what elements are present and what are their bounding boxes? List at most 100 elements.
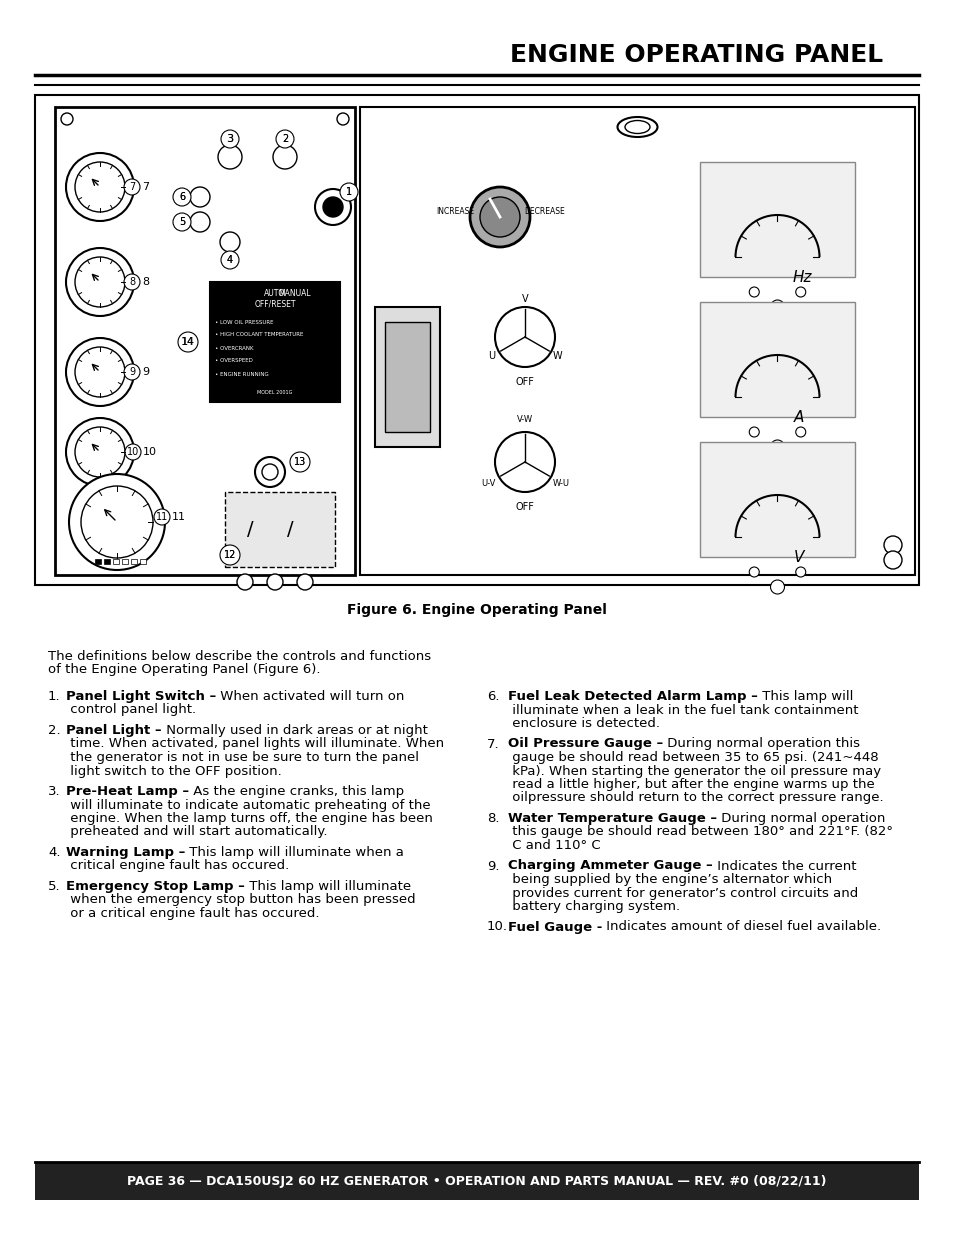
Bar [35, 95, 918, 585]
Text: 9.: 9. [486, 860, 499, 872]
Text: 6: 6 [179, 191, 185, 203]
Text: 13: 13 [294, 457, 306, 467]
Text: 5: 5 [178, 217, 185, 227]
Circle shape [220, 545, 240, 564]
Text: OFF/RESET: OFF/RESET [254, 300, 295, 309]
Text: 4.: 4. [48, 846, 60, 860]
Text: 11: 11 [172, 513, 186, 522]
Circle shape [66, 153, 133, 221]
Text: time. When activated, panel lights will illuminate. When: time. When activated, panel lights will … [66, 737, 444, 751]
Text: 3: 3 [226, 135, 233, 144]
Text: this gauge be should read between 180° and 221°F. (82°: this gauge be should read between 180° a… [507, 825, 892, 839]
Circle shape [323, 198, 343, 217]
Circle shape [495, 432, 555, 492]
Circle shape [748, 567, 759, 577]
Circle shape [66, 248, 133, 316]
Text: Warning Lamp –: Warning Lamp – [66, 846, 185, 860]
Text: • OVERCRANK: • OVERCRANK [214, 346, 253, 351]
Text: ENGINE OPERATING PANEL: ENGINE OPERATING PANEL [509, 43, 882, 67]
Circle shape [172, 188, 191, 206]
Circle shape [81, 487, 152, 558]
Text: or a critical engine fault has occured.: or a critical engine fault has occured. [66, 906, 319, 920]
Bar [385, 322, 430, 432]
Text: Panel Light Switch –: Panel Light Switch – [66, 690, 216, 703]
Circle shape [314, 189, 351, 225]
Text: 6.: 6. [486, 690, 499, 703]
Text: During normal operation this: During normal operation this [662, 737, 860, 751]
Circle shape [124, 179, 140, 195]
Bar [359, 107, 914, 576]
Circle shape [748, 287, 759, 296]
Circle shape [66, 417, 133, 487]
Bar [95, 559, 101, 564]
Text: During normal operation: During normal operation [717, 811, 884, 825]
Text: when the emergency stop button has been pressed: when the emergency stop button has been … [66, 893, 416, 906]
Text: preheated and will start automatically.: preheated and will start automatically. [66, 825, 327, 839]
Text: This lamp will: This lamp will [757, 690, 852, 703]
Text: 3: 3 [227, 135, 233, 144]
Circle shape [770, 300, 783, 314]
Ellipse shape [624, 121, 649, 133]
Text: • OVERSPEED: • OVERSPEED [214, 358, 253, 363]
Text: U-V: U-V [481, 478, 496, 488]
Text: DECREASE: DECREASE [524, 207, 565, 216]
Text: /: / [247, 520, 253, 538]
Text: will illuminate to indicate automatic preheating of the: will illuminate to indicate automatic pr… [66, 799, 430, 811]
Text: V-W: V-W [517, 415, 533, 425]
Bar [700, 303, 854, 417]
Circle shape [220, 232, 240, 252]
Text: battery charging system.: battery charging system. [507, 900, 679, 913]
Circle shape [66, 338, 133, 406]
Text: 4: 4 [227, 254, 233, 266]
Circle shape [290, 452, 310, 472]
Circle shape [770, 580, 783, 594]
Text: 2.: 2. [48, 724, 61, 737]
Text: kPa). When starting the generator the oil pressure may: kPa). When starting the generator the oi… [507, 764, 881, 778]
Text: The definitions below describe the controls and functions: The definitions below describe the contr… [48, 650, 431, 663]
Text: C and 110° C: C and 110° C [507, 839, 600, 852]
Circle shape [75, 347, 125, 396]
Text: PAGE 36 — DCA150USJ2 60 HZ GENERATOR • OPERATION AND PARTS MANUAL — REV. #0 (08/: PAGE 36 — DCA150USJ2 60 HZ GENERATOR • O… [127, 1174, 826, 1188]
Text: When activated will turn on: When activated will turn on [216, 690, 404, 703]
Text: of the Engine Operating Panel (Figure 6).: of the Engine Operating Panel (Figure 6)… [48, 663, 320, 677]
Text: A: A [794, 410, 803, 425]
Circle shape [479, 198, 519, 237]
Text: 10: 10 [127, 447, 139, 457]
Circle shape [748, 427, 759, 437]
Text: Pre-Heat Lamp –: Pre-Heat Lamp – [66, 785, 189, 798]
Text: 1.: 1. [48, 690, 61, 703]
Circle shape [770, 440, 783, 454]
Text: This lamp will illuminate when a: This lamp will illuminate when a [185, 846, 404, 860]
Circle shape [61, 112, 73, 125]
Text: 2: 2 [281, 135, 288, 144]
Circle shape [795, 287, 805, 296]
Text: engine. When the lamp turns off, the engine has been: engine. When the lamp turns off, the eng… [66, 811, 433, 825]
Bar [35, 1162, 918, 1200]
Text: INCREASE: INCREASE [436, 207, 474, 216]
Text: illuminate when a leak in the fuel tank containment: illuminate when a leak in the fuel tank … [507, 704, 858, 716]
Text: • HIGH COOLANT TEMPERATURE: • HIGH COOLANT TEMPERATURE [214, 332, 303, 337]
Circle shape [795, 567, 805, 577]
Text: 3.: 3. [48, 785, 61, 798]
Circle shape [236, 574, 253, 590]
Bar [140, 559, 146, 564]
Text: 9: 9 [142, 367, 149, 377]
Text: W: W [553, 351, 562, 361]
Circle shape [883, 536, 901, 555]
Text: MODEL 2001G: MODEL 2001G [257, 389, 293, 394]
Circle shape [75, 162, 125, 212]
Circle shape [470, 186, 530, 247]
Text: AUTO: AUTO [264, 289, 285, 299]
Bar [112, 559, 119, 564]
Circle shape [336, 112, 349, 125]
Circle shape [178, 332, 198, 352]
Text: Fuel Leak Detected Alarm Lamp –: Fuel Leak Detected Alarm Lamp – [507, 690, 757, 703]
Circle shape [69, 474, 165, 571]
Text: As the engine cranks, this lamp: As the engine cranks, this lamp [189, 785, 404, 798]
Text: MANUAL: MANUAL [278, 289, 311, 299]
Text: Fuel Gauge -: Fuel Gauge - [507, 920, 601, 934]
Text: OFF: OFF [515, 377, 534, 387]
Circle shape [124, 274, 140, 290]
Text: Figure 6. Engine Operating Panel: Figure 6. Engine Operating Panel [347, 603, 606, 618]
Bar [700, 162, 854, 277]
